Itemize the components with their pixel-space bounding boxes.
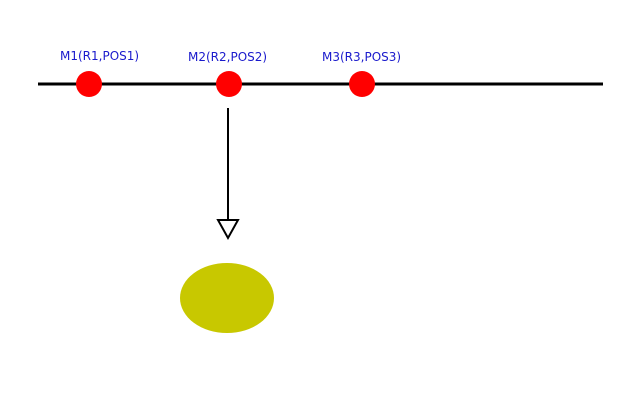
marker-m3-dot [349, 71, 375, 97]
down-arrow [216, 108, 240, 241]
marker-m2: M2(R2,POS2) [188, 50, 267, 97]
marker-m2-dot [216, 71, 242, 97]
marker-m3-label: M3(R3,POS3) [322, 50, 401, 64]
marker-m1-label: M1(R1,POS1) [60, 49, 139, 63]
marker-m1: M1(R1,POS1) [60, 49, 139, 97]
down-arrow-head [216, 219, 240, 241]
marker-m2-label: M2(R2,POS2) [188, 50, 267, 64]
marker-m1-dot [76, 71, 102, 97]
target-ellipse [180, 263, 274, 333]
marker-m3: M3(R3,POS3) [322, 50, 401, 97]
